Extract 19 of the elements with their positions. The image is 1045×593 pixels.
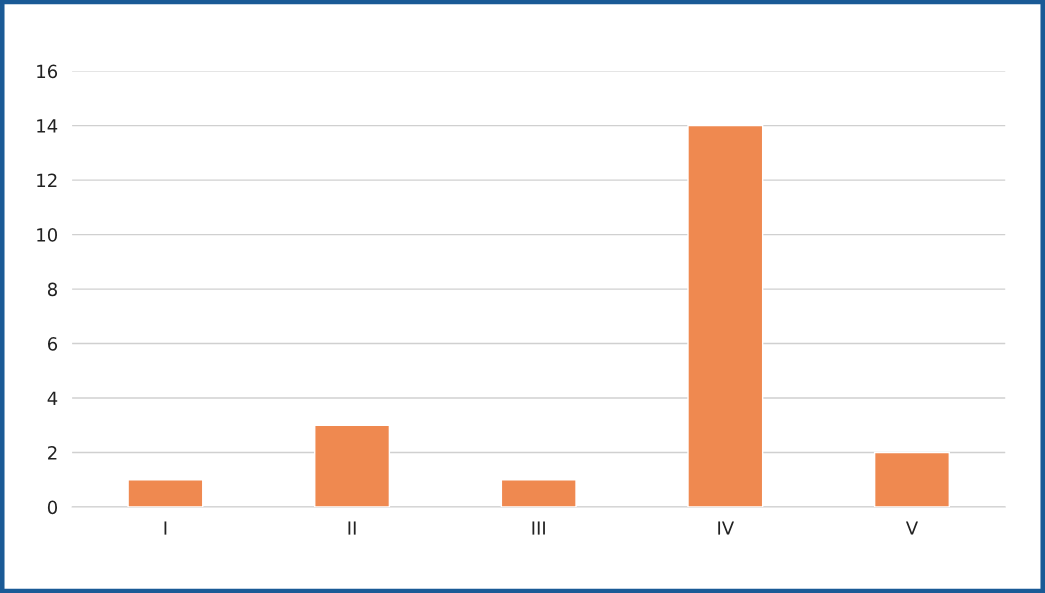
x-tick-label: V bbox=[905, 521, 918, 535]
bar bbox=[314, 424, 391, 508]
y-tick-label: 8 bbox=[47, 282, 57, 297]
y-tick-label: 14 bbox=[37, 119, 58, 133]
y-tick-label: 12 bbox=[37, 173, 57, 187]
y-tick-label: 0 bbox=[47, 500, 58, 515]
bar bbox=[873, 451, 950, 508]
x-tick-label: II bbox=[348, 521, 356, 535]
x-tick-label: I bbox=[164, 521, 167, 535]
y-tick-label: 16 bbox=[37, 64, 58, 79]
y-tick-label: 2 bbox=[48, 445, 57, 460]
bar bbox=[500, 479, 577, 508]
x-tick-label: IV bbox=[718, 521, 735, 535]
bar bbox=[127, 479, 204, 508]
y-tick-label: 4 bbox=[47, 391, 58, 405]
bar bbox=[687, 124, 764, 508]
y-tick-label: 10 bbox=[37, 228, 58, 242]
x-tick-label: III bbox=[532, 521, 545, 535]
y-tick-label: 6 bbox=[47, 337, 58, 351]
